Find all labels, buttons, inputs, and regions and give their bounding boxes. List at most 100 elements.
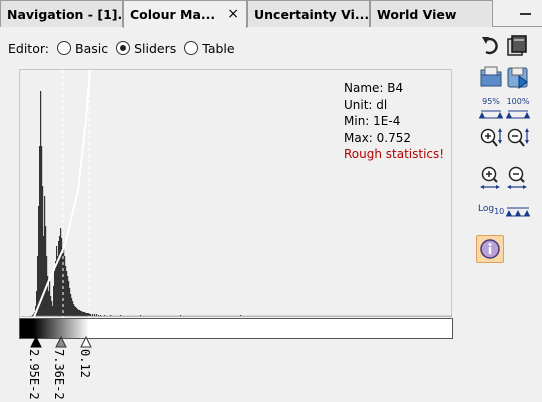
slider-value-1[interactable]: 2.95E-2 <box>27 349 43 402</box>
tab-label: Colour Ma... <box>130 7 216 22</box>
range-95-percent-button[interactable] <box>478 106 504 120</box>
histogram-bar <box>75 307 77 316</box>
info-icon <box>480 239 500 259</box>
info-toggle-button[interactable] <box>476 235 504 263</box>
range-100-percent-button[interactable] <box>505 106 531 120</box>
slider-value-text: 0.12 <box>78 349 92 378</box>
histogram-bar <box>38 206 40 316</box>
histogram-bar <box>61 238 63 316</box>
histogram-bar <box>56 246 58 316</box>
radio-label: Table <box>202 40 235 56</box>
close-icon[interactable]: × <box>227 6 239 22</box>
radio-sliders[interactable]: Sliders <box>116 41 176 56</box>
radio-button-selected-icon <box>116 41 131 55</box>
slider-handle-1[interactable] <box>30 336 42 348</box>
tab-colour-manipulation[interactable]: Colour Ma... × <box>123 0 247 28</box>
histogram-bar <box>55 261 57 316</box>
range-95-icon <box>479 110 503 119</box>
histogram-bar <box>82 312 84 316</box>
histogram-bar <box>40 91 42 316</box>
radio-basic[interactable]: Basic <box>57 41 108 56</box>
gradient-fill <box>20 319 89 338</box>
histogram-bar <box>120 315 122 316</box>
import-button[interactable] <box>478 64 504 90</box>
histogram-bar <box>80 311 82 316</box>
tab-world-view[interactable]: World View <box>370 0 493 27</box>
export-button[interactable] <box>505 64 531 90</box>
editor-mode-selector: Editor: Basic Sliders Table <box>8 40 235 56</box>
zoom-out-horizontal-icon <box>507 166 527 189</box>
zoom-in-horizontal-button[interactable] <box>478 165 504 191</box>
histogram-bar <box>104 315 106 316</box>
histogram-bar <box>180 315 182 316</box>
zoom-out-vertical-button[interactable] <box>505 126 531 152</box>
distribute-sliders-icon <box>506 207 530 217</box>
histogram-bar <box>41 146 43 316</box>
log-scale-button[interactable]: Log10 <box>478 202 504 222</box>
histogram-bar <box>70 294 72 316</box>
radio-label: Sliders <box>134 40 177 56</box>
histogram-bar <box>66 271 68 316</box>
slider-value-text: 7.36E-2 <box>52 349 66 400</box>
band-min: Min: 1E-4 <box>344 114 401 129</box>
radio-table[interactable]: Table <box>184 40 235 56</box>
histogram-bar <box>44 196 46 316</box>
reset-icon <box>482 37 498 55</box>
histogram-bar <box>79 310 81 316</box>
zoom-in-horizontal-icon <box>480 166 500 189</box>
zoom-out-vertical-icon <box>507 128 529 147</box>
histogram-bar <box>94 314 96 316</box>
zoom-in-vertical-button[interactable] <box>478 126 504 152</box>
zoom-out-horizontal-button[interactable] <box>505 165 531 191</box>
import-file-icon <box>480 66 502 87</box>
histogram-bar <box>100 315 102 316</box>
histogram-panel[interactable] <box>19 69 452 318</box>
slider-triangle-icon <box>55 336 67 348</box>
histogram-bar <box>47 276 49 316</box>
slider-handle-3[interactable] <box>80 336 92 348</box>
tab-bar: Navigation - [1]... Colour Ma... × Uncer… <box>0 0 542 28</box>
histogram-bar <box>49 281 51 316</box>
multi-apply-button[interactable] <box>505 33 531 59</box>
histogram-bar <box>42 186 44 316</box>
histogram-bar <box>140 315 142 316</box>
histogram-bar <box>63 246 65 316</box>
editor-label: Editor: <box>8 40 49 56</box>
histogram-bar <box>89 314 91 316</box>
histogram-bar <box>81 311 83 316</box>
histogram-bar <box>87 313 89 316</box>
histogram-bar <box>72 301 74 316</box>
reset-button[interactable] <box>478 33 504 59</box>
histogram-bar <box>59 236 61 316</box>
histogram-bar <box>45 226 47 316</box>
histogram-bar <box>48 291 50 316</box>
histogram-bar <box>76 308 78 316</box>
tab-uncertainty-visualisation[interactable]: Uncertainty Vi... <box>247 0 370 27</box>
histogram-bar <box>96 314 98 316</box>
histogram-bar <box>58 241 60 316</box>
export-file-icon <box>507 67 528 89</box>
range-100-icon <box>506 110 530 119</box>
histogram-bars <box>30 91 452 317</box>
histogram-bar <box>65 266 67 316</box>
histogram-bar <box>33 314 35 316</box>
slider-value-3[interactable]: 0.12 <box>78 349 94 402</box>
histogram-bar <box>51 301 53 316</box>
slider-triangle-icon <box>30 336 42 348</box>
slider-value-2[interactable]: 7.36E-2 <box>52 349 68 402</box>
histogram-bar <box>43 236 45 316</box>
band-info: Name: B4 Unit: dl Min: 1E-4 Max: 0.752 R… <box>344 80 444 163</box>
tab-label: Navigation - [1]... <box>7 7 123 22</box>
histogram-bar <box>83 312 85 316</box>
distribute-sliders-button[interactable] <box>505 202 531 222</box>
histogram-bar <box>85 313 87 316</box>
histogram-bar <box>64 256 66 316</box>
tab-navigation[interactable]: Navigation - [1]... <box>0 0 123 27</box>
colour-curve <box>33 70 91 318</box>
slider-handle-2[interactable] <box>55 336 67 348</box>
histogram-bar <box>74 306 76 316</box>
band-name: Name: B4 <box>344 81 404 95</box>
histogram-bar <box>54 271 56 316</box>
minimize-icon[interactable] <box>520 4 534 20</box>
histogram-bar <box>92 314 94 316</box>
